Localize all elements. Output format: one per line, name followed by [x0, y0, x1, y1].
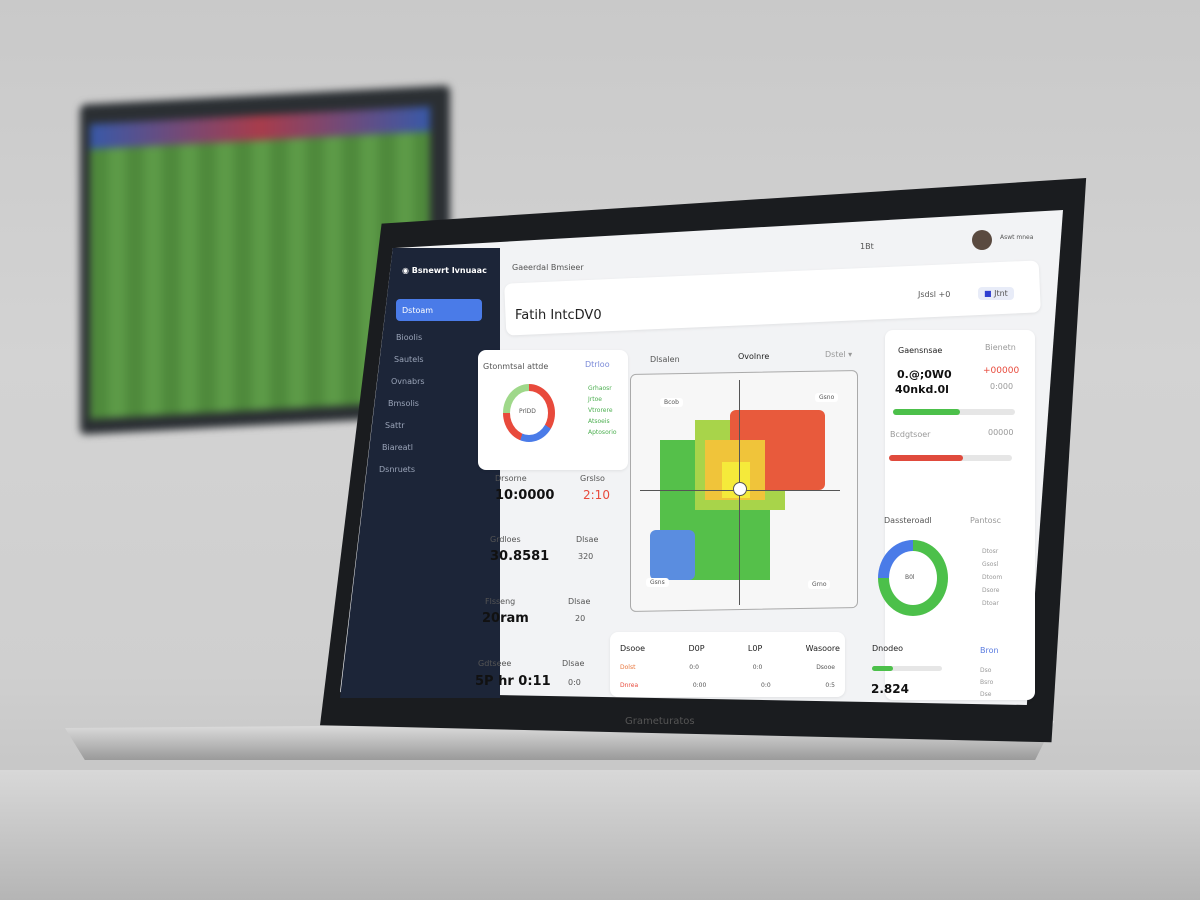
breadcrumb: Gaeerdal Bmsieer [512, 263, 584, 272]
page-title: Fatih IntcDV0 [515, 308, 602, 323]
table-row[interactable]: Dolst 0:0 0:0 Dsooe [620, 664, 835, 671]
heatmap-label: Gsns [646, 578, 669, 587]
sidebar-item[interactable]: Dstoam [402, 306, 434, 315]
stat-aside-label: Dlsae [568, 597, 591, 606]
stat-title: Flsseng [485, 597, 516, 606]
heatmap-title: Dlsalen [650, 355, 680, 364]
primary-button[interactable]: ■ Jtnt [978, 287, 1014, 300]
heatmap-filter[interactable]: Dstel ▾ [825, 350, 853, 359]
heatmap-label: Bcob [660, 398, 683, 407]
stat-aside-label: Grslso [580, 474, 605, 483]
stat-title: Gdtseee [478, 659, 512, 668]
donut-center: B0l [905, 574, 915, 581]
stat-title: Drsorne [495, 474, 527, 483]
stat-value: 10:0000 [495, 488, 555, 503]
stat-title: Grdloes [490, 535, 521, 544]
card-title: Gaensnsae [898, 346, 943, 355]
stat-aside-label: Dlsae [576, 535, 599, 544]
stat-sub: 0:000 [990, 382, 1014, 391]
card-tag: Pantosc [970, 516, 1002, 525]
list: Dso Bsro Dse [980, 667, 994, 698]
table-header: Dsooe D0P L0P Wasoore [620, 644, 840, 653]
sidebar-item[interactable]: Bioolis [396, 333, 423, 342]
stat-aside: 320 [578, 552, 594, 561]
user-name: Aswt mnea [1000, 234, 1034, 241]
sidebar-item[interactable]: Ovnabrs [391, 377, 425, 386]
crosshair-handle[interactable] [733, 482, 747, 496]
progress-bottom [872, 666, 942, 671]
sidebar-item[interactable]: Bmsolis [388, 399, 419, 408]
legend: Grhaosr Jrtoe Vtrorere Atsoeis Aptosorio [588, 385, 617, 436]
stat-value: 00000 [988, 428, 1014, 437]
stat-aside: 0:0 [568, 678, 581, 687]
heatmap-subtitle: Ovolnre [738, 352, 770, 361]
progress-red [889, 455, 1012, 461]
table-row[interactable]: Dnrea 0:00 0:0 0:5 [620, 682, 835, 689]
sidebar-item-active[interactable] [396, 299, 482, 321]
sidebar-item[interactable]: Biareatl [382, 443, 413, 452]
sidebar-item[interactable]: Dsnruets [379, 465, 415, 474]
stat-value: 5P hr 0:11 [475, 674, 551, 689]
top-label: 1Bt [860, 242, 874, 251]
right-column [885, 330, 1035, 700]
stat-aside: 2:10 [583, 488, 610, 502]
heat-blue [650, 530, 695, 580]
stat-value: 2.824 [871, 682, 909, 696]
stat-value: 0.@;0W0 [897, 368, 952, 381]
stat-value: 20ram [482, 611, 529, 626]
sidebar-item[interactable]: Sautels [394, 355, 424, 364]
sidebar-item[interactable]: Sattr [385, 421, 405, 430]
stat-aside: 20 [575, 614, 586, 623]
stat-delta: +00000 [983, 366, 1020, 376]
heatmap-label: Grno [808, 580, 831, 589]
laptop-brand: Grameturatos [625, 716, 695, 727]
card-tag: Bienetn [985, 343, 1016, 352]
card-title: Dassteroadl [884, 516, 932, 525]
legend: Dtosr Gsosl Dtoom Dsore Dtoar [982, 548, 1003, 607]
sidebar-brand: ◉ Bsnewrt Ivnuaac [402, 266, 487, 275]
donut-hole [889, 551, 937, 605]
heatmap-label: Gsno [815, 393, 839, 402]
progress-green [893, 409, 1015, 415]
header-button[interactable]: Jsdsl +0 [918, 290, 951, 299]
donut-center: PrlDD [519, 408, 536, 415]
donut-hole [510, 391, 548, 435]
card-tag: Dtrloo [585, 360, 610, 369]
desk-surface [0, 770, 1200, 900]
stat-aside-label: Dlsae [562, 659, 585, 668]
data-table [610, 632, 845, 697]
card-tag: Bron [980, 646, 999, 655]
stat-value: 40nkd.0l [895, 383, 949, 396]
card-title: Gtonmtsal attde [483, 362, 549, 371]
stat-label: Bcdgtsoer [890, 430, 931, 439]
stat-value: 30.8581 [490, 549, 550, 564]
card-title: Dnodeo [872, 644, 904, 653]
avatar[interactable] [972, 230, 992, 250]
